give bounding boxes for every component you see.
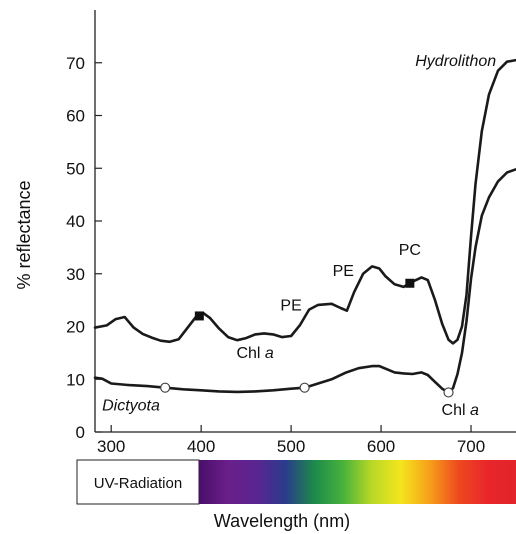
y-tick-label: 20: [66, 318, 85, 337]
annotation-layer: Chl a PE PE PC Chl a Hydrolithon Dictyota: [102, 53, 496, 419]
annotation-pe-2: PE: [333, 263, 354, 280]
series-line-hydrolithon: [93, 58, 516, 345]
annotation-pe-1: PE: [280, 298, 301, 315]
x-axis-title: Wavelength (nm): [214, 511, 350, 531]
annotation-pc: PC: [399, 242, 421, 259]
annotation-dictyota-label: Dictyota: [102, 397, 160, 414]
y-tick-label: 60: [66, 107, 85, 126]
y-tick-label: 40: [66, 212, 85, 231]
x-tick-label: 400: [187, 437, 215, 456]
filled-square-marker: [194, 311, 204, 321]
y-tick-label: 10: [66, 370, 85, 389]
y-tick-label: 70: [66, 54, 85, 73]
annotation-chl-a-upper: Chl a: [236, 345, 273, 362]
plot-axes: 0 10 20 30 40 50 60 70 300 400 500 600 700: [66, 10, 516, 456]
marker-layer: [160, 278, 454, 398]
open-circle-marker: [443, 387, 454, 398]
y-tick-label: 50: [66, 159, 85, 178]
annotation-chl-a-lower: Chl a: [442, 402, 479, 419]
y-axis-title: % reflectance: [14, 180, 34, 289]
y-tick-label: 0: [76, 423, 85, 442]
annotation-hydrolithon-label: Hydrolithon: [415, 53, 496, 70]
series-line-dictyota: [93, 168, 516, 394]
x-tick-label: 600: [367, 437, 395, 456]
x-tick-label: 300: [97, 437, 125, 456]
open-circle-marker: [160, 382, 171, 393]
open-circle-marker: [299, 382, 310, 393]
uv-radiation-label: UV-Radiation: [94, 475, 182, 492]
y-tick-label: 30: [66, 265, 85, 284]
filled-square-marker: [405, 278, 415, 288]
visible-spectrum-bar: [199, 460, 516, 504]
x-tick-label: 700: [457, 437, 485, 456]
x-tick-label: 500: [277, 437, 305, 456]
series-layer: [93, 58, 516, 394]
